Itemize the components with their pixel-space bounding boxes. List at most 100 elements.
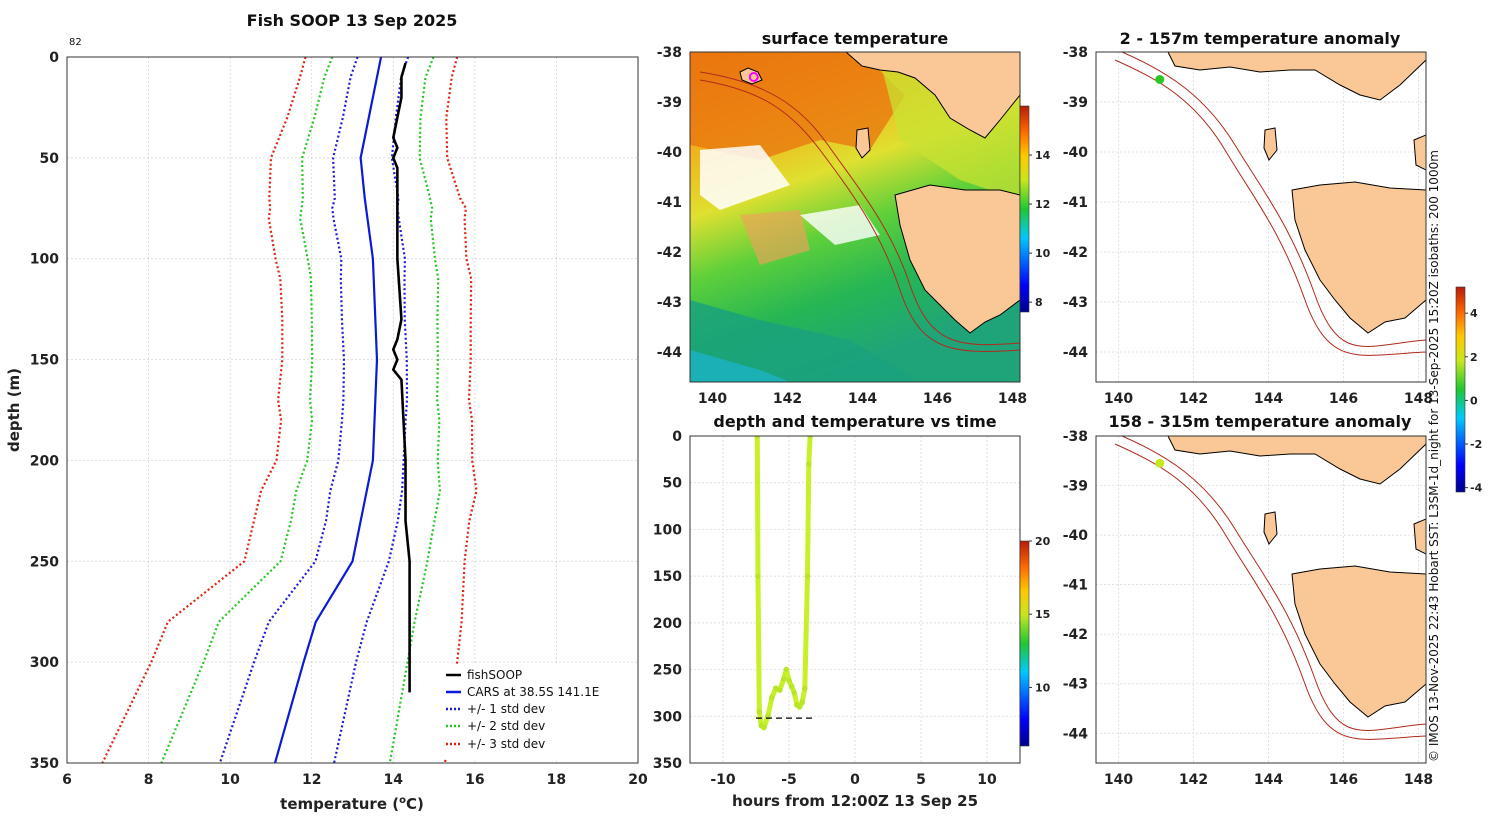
anom-lower-ytick-label: -38: [1063, 429, 1088, 445]
anom-lower-ytick-label: -42: [1063, 627, 1088, 643]
sst-ytick-label: -43: [657, 295, 682, 311]
depth-time-colorbar-ticks: 10 15 20: [1029, 535, 1051, 694]
anomaly-colorbar-tick-label: 0: [1470, 394, 1478, 407]
anomaly-colorbar-ticks: -4 -2 0 2 4: [1465, 307, 1483, 495]
profile-std2-upper-line: [388, 56, 442, 764]
anom-lower-ytick-label: -43: [1063, 677, 1088, 693]
anom-upper-ytick-label: -43: [1063, 295, 1088, 311]
anom-lower-title: 158 - 315m temperature anomaly: [1109, 412, 1412, 431]
profile-xtick-label: 10: [220, 772, 240, 788]
anom-upper-xtick-label: 148: [1404, 391, 1433, 407]
profile-xtick-label: 8: [144, 772, 154, 788]
sst-colorbar-tick-label: 10: [1035, 247, 1051, 260]
depth-time-xtick-label: -5: [781, 772, 797, 788]
sst-field: [690, 52, 1020, 382]
depth-time-point: [754, 436, 761, 439]
depth-time-point: [807, 436, 813, 439]
sst-title: surface temperature: [762, 29, 949, 48]
depth-time-point: [769, 694, 775, 701]
profile-std3-lower-line: [101, 56, 307, 764]
depth-time-point: [756, 708, 763, 715]
profile-ytick-label: 200: [30, 453, 59, 469]
depth-time-xlabel: hours from 12:00Z 13 Sep 25: [732, 792, 978, 810]
anom-upper-title: 2 - 157m temperature anomaly: [1120, 29, 1401, 48]
anomaly-colorbar: [1455, 286, 1466, 493]
profile-panel: Fish SOOP 13 Sep 2025 82 6 8 10 12 14 16 18 200…: [5, 11, 648, 813]
profile-ytick-label: 100: [30, 252, 59, 268]
anom-lower-ytick-label: -41: [1063, 578, 1088, 594]
depth-time-track: [754, 436, 813, 730]
sst-position-marker: [748, 72, 759, 82]
depth-time-ytick-label: 200: [653, 616, 682, 632]
legend-label-std2: +/- 2 std dev: [467, 719, 545, 733]
depth-time-colorbar-tick-label: 20: [1035, 535, 1051, 548]
sst-ytick-label: -39: [657, 95, 682, 111]
depth-time-point: [791, 690, 798, 696]
sst-ytick-label: -42: [657, 245, 682, 261]
legend-label-std1: +/- 1 std dev: [467, 702, 545, 716]
credit-text: © IMOS 13-Nov-2025 22:43 Hobart SST: L3S…: [1427, 150, 1441, 762]
depth-time-colorbar-tick-label: 15: [1035, 608, 1050, 621]
anom-lower-ticks: 140 142 144 146 148 -38 -39 -40 -41 -42 -43 -44: [1063, 429, 1433, 788]
depth-time-ytick-label: 300: [653, 709, 682, 725]
anom-upper-ytick-label: -44: [1063, 345, 1089, 361]
sst-colorbar: [1019, 105, 1030, 313]
anom-upper-xtick-label: 142: [1179, 391, 1208, 407]
profile-ytick-label: 0: [49, 50, 59, 66]
depth-time-point: [802, 685, 808, 692]
depth-time-xtick-label: 10: [977, 772, 997, 788]
depth-time-point: [755, 573, 761, 579]
anom-upper-ytick-label: -39: [1063, 95, 1088, 111]
sst-xtick-label: 140: [698, 391, 727, 407]
depth-time-ytick-label: 50: [663, 476, 683, 492]
anom-upper-xtick-label: 140: [1104, 391, 1133, 407]
anom-upper-ytick-label: -40: [1063, 145, 1089, 161]
depth-time-point: [806, 461, 812, 467]
anomaly-colorbar-tick-label: -2: [1470, 438, 1482, 451]
depth-time-title: depth and temperature vs time: [713, 412, 996, 431]
profile-frame: [66, 56, 639, 764]
depth-time-point: [761, 724, 767, 731]
depth-time-ytick-label: 250: [653, 663, 682, 679]
anom-upper-ticks: 140 142 144 146 148 -38 -39 -40 -41 -42 -43 -44: [1063, 45, 1433, 407]
depth-time-xtick-label: 0: [850, 772, 860, 788]
legend-label-std3: +/- 3 std dev: [467, 737, 545, 751]
profile-std2-lower-line: [160, 56, 334, 764]
sst-colorbar-tick-label: 14: [1035, 149, 1051, 162]
profile-xtick-label: 20: [628, 772, 648, 788]
profile-corner-label: 82: [69, 37, 82, 48]
anom-lower-xtick-label: 146: [1329, 772, 1358, 788]
profile-xtick-label: 6: [62, 772, 72, 788]
sst-colorbar-tick-label: 12: [1035, 198, 1050, 211]
anom-upper-position-dot: [1155, 75, 1165, 84]
depth-time-xtick-label: -10: [710, 772, 736, 788]
anom-lower-frame: [1095, 435, 1427, 764]
profile-std1-upper-line: [332, 56, 410, 764]
profile-ytick-label: 50: [40, 151, 60, 167]
profile-xlabel: temperature (oC): [280, 795, 424, 813]
profile-ylabel: depth (m): [5, 368, 23, 452]
anom-upper-xtick-label: 144: [1254, 391, 1283, 407]
anomaly-colorbar-tick-label: 2: [1470, 351, 1478, 364]
depth-time-point: [799, 699, 805, 706]
anom-lower-position-dot: [1155, 458, 1165, 468]
sst-ytick-label: -40: [657, 145, 683, 161]
sst-ytick-label: -38: [657, 45, 682, 61]
depth-time-ytick-label: 150: [653, 569, 682, 585]
anom-upper-frame: [1095, 51, 1427, 383]
depth-time-ytick-label: 0: [672, 429, 682, 445]
profile-std3-upper-line: [443, 56, 478, 764]
anom-lower-ytick-label: -40: [1063, 528, 1089, 544]
depth-time-ytick-label: 100: [653, 522, 682, 538]
sst-colorbar-ticks: 8 10 12 14: [1029, 149, 1051, 309]
sst-xtick-label: 142: [773, 391, 802, 407]
sst-xtick-label: 144: [848, 391, 877, 407]
anom-upper-panel: 2 - 157m temperature anomaly 140 142 144 14…: [1063, 29, 1433, 407]
anom-lower-ytick-label: -39: [1063, 479, 1088, 495]
sst-xtick-label: 146: [923, 391, 952, 407]
profile-ytick-label: 350: [30, 756, 59, 772]
sst-ytick-label: -44: [657, 345, 683, 361]
